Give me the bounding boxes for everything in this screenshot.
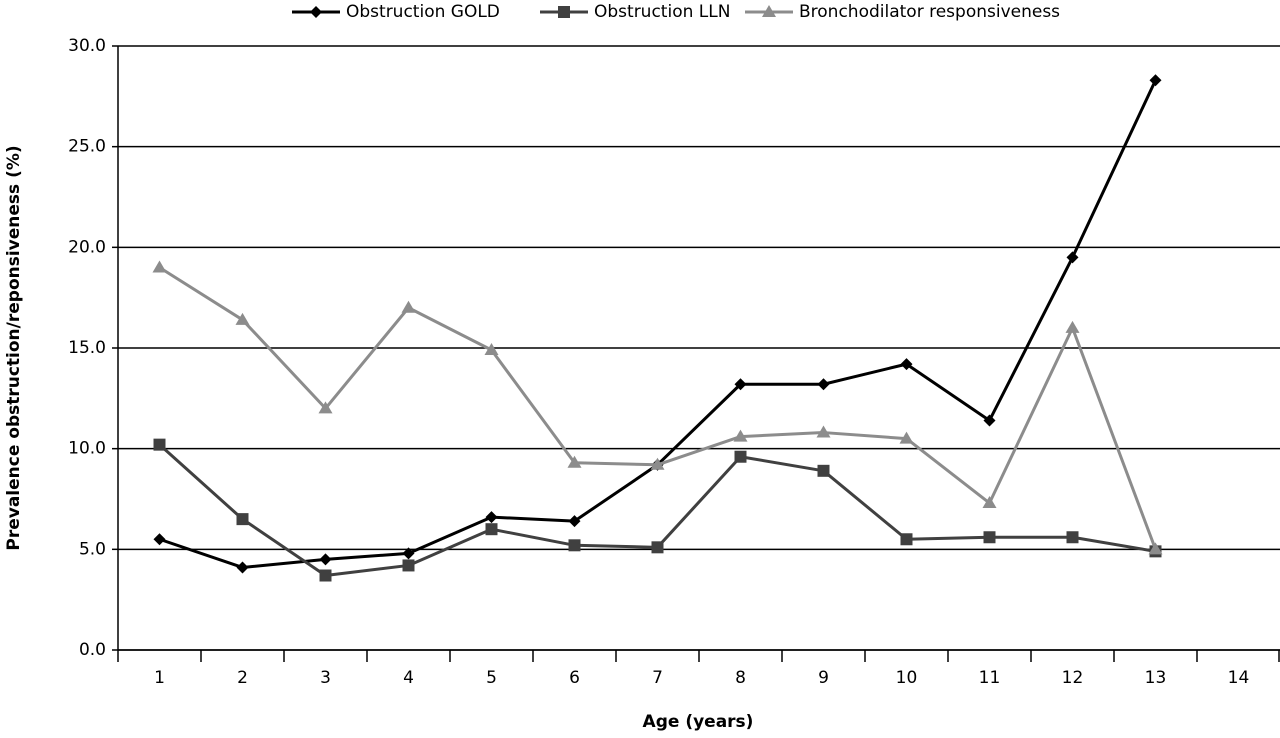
marker: [319, 553, 332, 566]
x-tick-label: 11: [979, 668, 1001, 688]
marker: [318, 401, 333, 414]
marker: [485, 523, 498, 536]
marker: [567, 455, 582, 468]
marker: [484, 343, 499, 356]
marker: [310, 6, 322, 18]
x-tick-label: 1: [154, 668, 165, 688]
marker: [734, 378, 747, 391]
legend-label: Obstruction GOLD: [346, 2, 500, 22]
marker: [983, 531, 996, 544]
y-axis-label: Prevalence obstruction/reponsiveness (%): [4, 145, 24, 550]
x-tick-label: 14: [1228, 668, 1250, 688]
x-tick-label: 8: [735, 668, 746, 688]
y-tick-label: 15.0: [68, 338, 106, 358]
marker: [1149, 74, 1162, 87]
x-tick-label: 2: [237, 668, 248, 688]
marker: [485, 511, 498, 524]
y-tick-label: 25.0: [68, 137, 106, 157]
x-tick-label: 13: [1145, 668, 1167, 688]
marker: [153, 438, 166, 451]
marker: [983, 414, 996, 427]
marker: [236, 561, 249, 574]
marker: [319, 569, 332, 582]
y-tick-label: 10.0: [68, 439, 106, 459]
marker: [402, 547, 415, 560]
x-tick-label: 6: [569, 668, 580, 688]
marker: [568, 539, 581, 552]
marker: [236, 513, 249, 526]
marker: [558, 6, 570, 18]
legend-label: Bronchodilator responsiveness: [799, 2, 1060, 22]
x-tick-label: 4: [403, 668, 414, 688]
marker: [817, 378, 830, 391]
series-line: [158, 266, 1157, 550]
x-tick-label: 9: [818, 668, 829, 688]
x-tick-label: 7: [652, 668, 663, 688]
marker: [733, 429, 748, 442]
marker: [1065, 320, 1080, 333]
marker: [899, 431, 914, 444]
legend-label: Obstruction LLN: [594, 2, 730, 22]
marker: [817, 464, 830, 477]
marker: [152, 260, 167, 273]
marker: [1148, 542, 1163, 555]
x-tick-label: 3: [320, 668, 331, 688]
y-tick-label: 30.0: [68, 36, 106, 56]
marker: [900, 358, 913, 371]
y-tick-label: 5.0: [79, 539, 106, 559]
x-tick-label: 12: [1062, 668, 1084, 688]
marker: [402, 559, 415, 572]
series-line: [159, 79, 1157, 569]
x-axis-label: Age (years): [643, 712, 754, 732]
marker: [235, 312, 250, 325]
marker: [651, 541, 664, 554]
y-tick-label: 20.0: [68, 237, 106, 257]
marker: [650, 457, 665, 470]
marker: [153, 533, 166, 546]
marker: [734, 450, 747, 463]
marker: [1066, 251, 1079, 264]
y-tick-label: 0.0: [79, 640, 106, 660]
marker: [762, 5, 776, 17]
marker: [900, 533, 913, 546]
marker: [816, 425, 831, 438]
x-tick-label: 5: [486, 668, 497, 688]
marker: [982, 496, 997, 509]
marker: [1066, 531, 1079, 544]
x-tick-label: 10: [896, 668, 918, 688]
marker: [401, 300, 416, 313]
marker: [568, 515, 581, 528]
